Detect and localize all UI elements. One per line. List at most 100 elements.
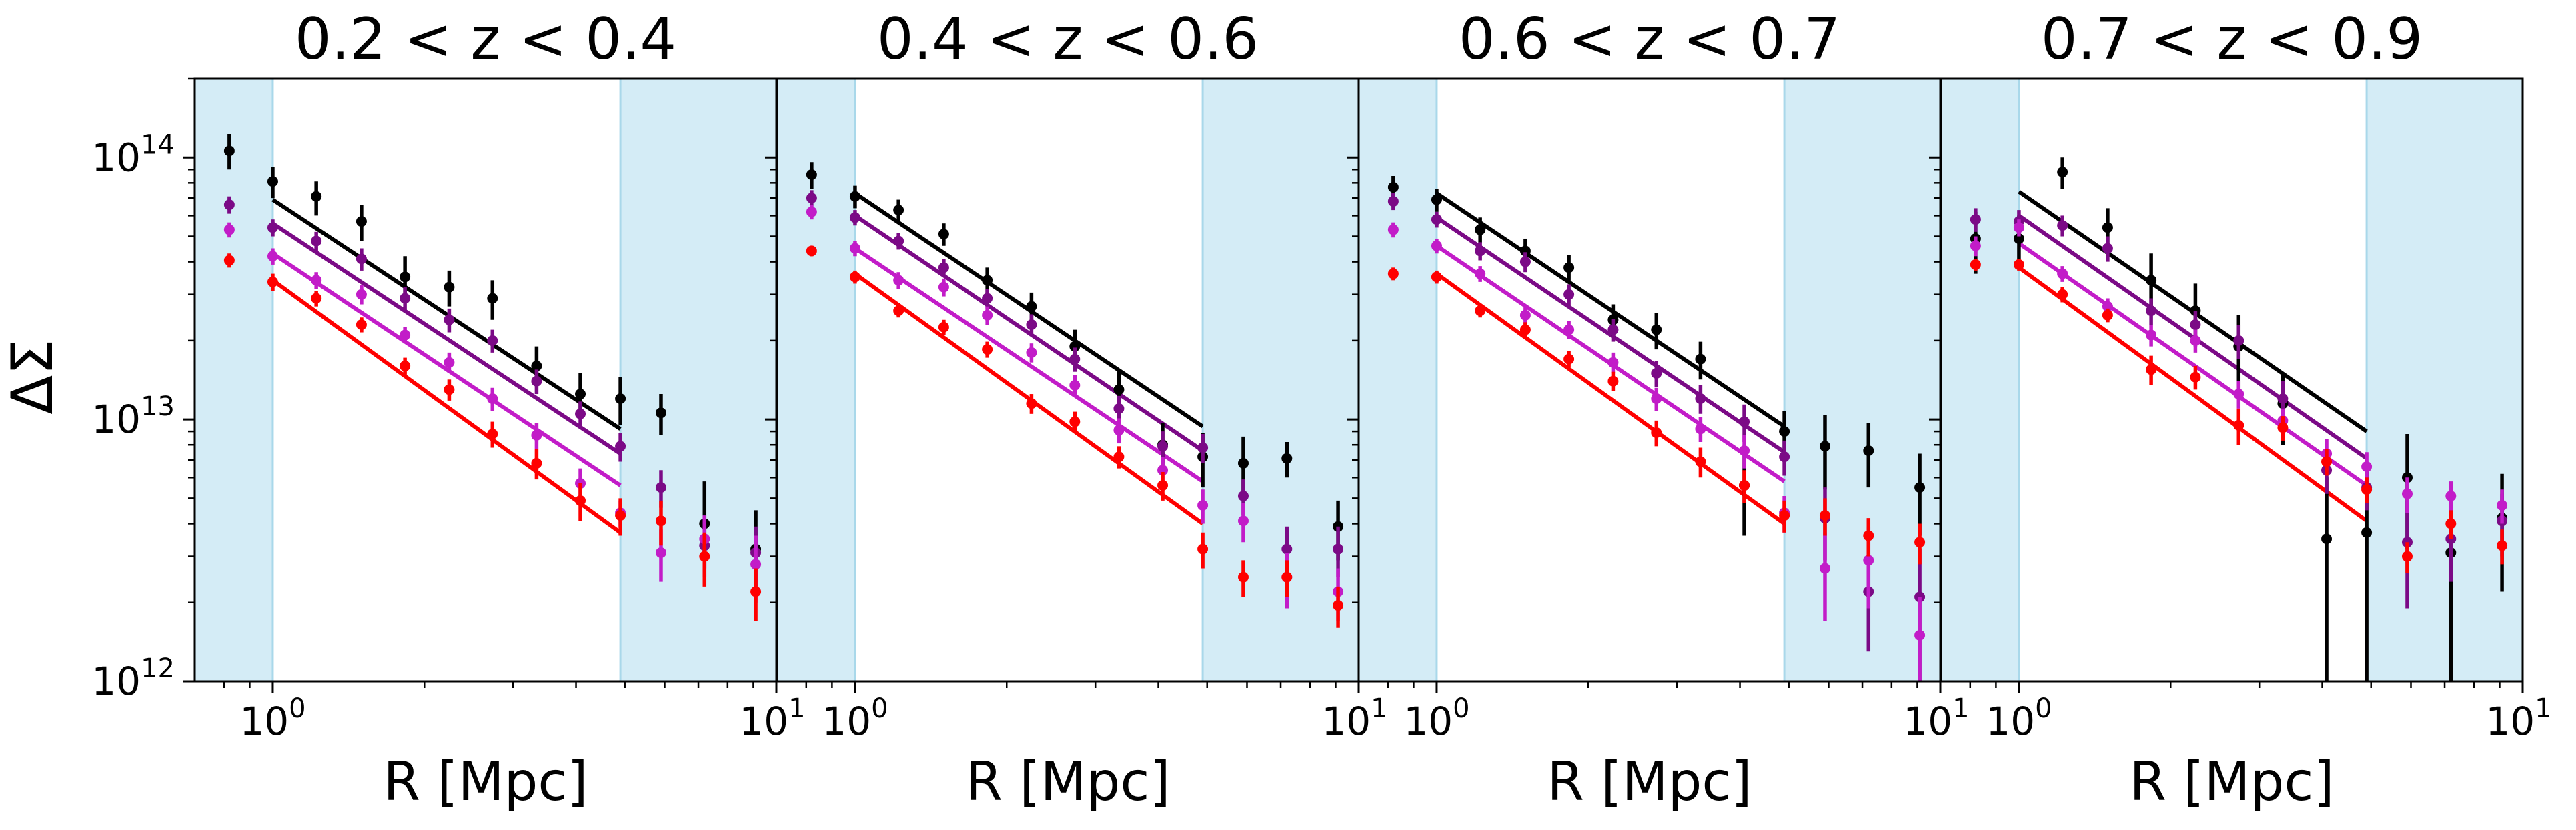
data-point — [893, 305, 904, 317]
data-point — [1563, 353, 1575, 365]
data-point — [1563, 262, 1575, 273]
data-point — [1863, 530, 1874, 541]
model-line-3 — [2018, 241, 2368, 487]
panel-frame — [1940, 77, 2524, 683]
data-point — [1431, 194, 1442, 205]
data-point — [575, 495, 586, 506]
data-point — [356, 319, 367, 331]
data-point — [1739, 416, 1750, 427]
data-point — [982, 309, 993, 321]
data-point — [2057, 268, 2068, 279]
data-point — [487, 335, 498, 346]
data-point — [1475, 245, 1486, 257]
panel-title: 0.7 < z < 0.9 — [2041, 6, 2423, 73]
x-tick-label: 100 — [822, 693, 888, 744]
data-point — [1197, 543, 1209, 555]
data-point — [1563, 324, 1575, 335]
data-point — [750, 586, 762, 597]
data-point — [2277, 422, 2289, 433]
plot-area — [1387, 175, 1926, 681]
data-point — [1026, 301, 1037, 312]
data-point — [1281, 453, 1293, 464]
data-point — [2190, 319, 2201, 331]
data-point — [2057, 167, 2068, 178]
panel-3: 100 101 0.6 < z < 0.7 R [Mpc] — [1347, 6, 1970, 813]
panel-title: 0.2 < z < 0.4 — [295, 6, 676, 73]
data-point — [223, 255, 235, 266]
data-point — [1237, 515, 1249, 527]
data-point — [615, 393, 626, 405]
data-point — [938, 229, 949, 240]
data-point — [1431, 271, 1442, 283]
data-point — [1237, 491, 1249, 502]
data-point — [1197, 499, 1209, 511]
excluded-band-1 — [776, 77, 856, 683]
data-point — [487, 393, 498, 405]
data-point — [1431, 240, 1442, 251]
data-point — [487, 293, 498, 304]
data-point — [223, 199, 235, 211]
data-point — [1237, 571, 1249, 583]
data-point — [1651, 427, 1662, 439]
data-point — [938, 321, 949, 333]
data-point — [1695, 353, 1706, 365]
data-point — [2190, 371, 2201, 383]
data-point — [311, 191, 322, 202]
y-tick-label: 1012 — [91, 653, 175, 704]
model-line-4 — [1435, 272, 1786, 525]
data-point — [1651, 393, 1662, 405]
data-point — [938, 262, 949, 273]
excluded-band-1 — [1940, 77, 2020, 683]
data-point — [1237, 457, 1249, 469]
data-point — [1069, 416, 1081, 427]
data-point — [655, 515, 666, 527]
data-point — [1779, 510, 1790, 521]
data-point — [444, 357, 455, 368]
data-point — [1113, 425, 1125, 436]
data-point — [1069, 341, 1081, 352]
data-point — [2146, 275, 2157, 286]
data-point — [1157, 480, 1169, 491]
data-point — [311, 293, 322, 304]
data-point — [615, 510, 626, 521]
data-point — [1914, 482, 1926, 493]
data-point — [1333, 543, 1344, 555]
data-point — [223, 224, 235, 235]
data-point — [699, 551, 710, 562]
data-point — [1819, 563, 1830, 574]
data-point — [2013, 233, 2024, 244]
data-point — [982, 275, 993, 286]
data-point — [2190, 335, 2201, 346]
data-point — [849, 271, 860, 283]
data-point — [615, 441, 626, 452]
y-axis-label: ΔΣ — [0, 339, 66, 414]
data-point — [2013, 222, 2024, 233]
data-point — [893, 235, 904, 247]
data-point — [400, 293, 411, 304]
data-point — [400, 360, 411, 371]
data-point — [1819, 441, 1830, 452]
data-point — [750, 559, 762, 570]
excluded-band-1 — [193, 77, 274, 683]
data-point — [2102, 222, 2113, 233]
data-point — [1607, 357, 1619, 368]
data-point — [1914, 537, 1926, 548]
data-point — [1695, 423, 1706, 435]
data-point — [1863, 555, 1874, 566]
data-point — [1113, 451, 1125, 463]
data-point — [2057, 220, 2068, 231]
model-line-4 — [2018, 265, 2368, 523]
data-point — [655, 482, 666, 493]
data-point — [1113, 384, 1125, 395]
data-point — [1607, 324, 1619, 335]
data-point — [982, 293, 993, 304]
data-point — [531, 457, 542, 469]
x-tick-label: 100 — [1986, 693, 2052, 744]
data-point — [575, 408, 586, 419]
x-axis-label: R [Mpc] — [965, 751, 1170, 813]
data-point — [655, 547, 666, 558]
model-line-3 — [271, 251, 622, 487]
data-point — [2445, 491, 2457, 502]
data-point — [2401, 551, 2413, 562]
